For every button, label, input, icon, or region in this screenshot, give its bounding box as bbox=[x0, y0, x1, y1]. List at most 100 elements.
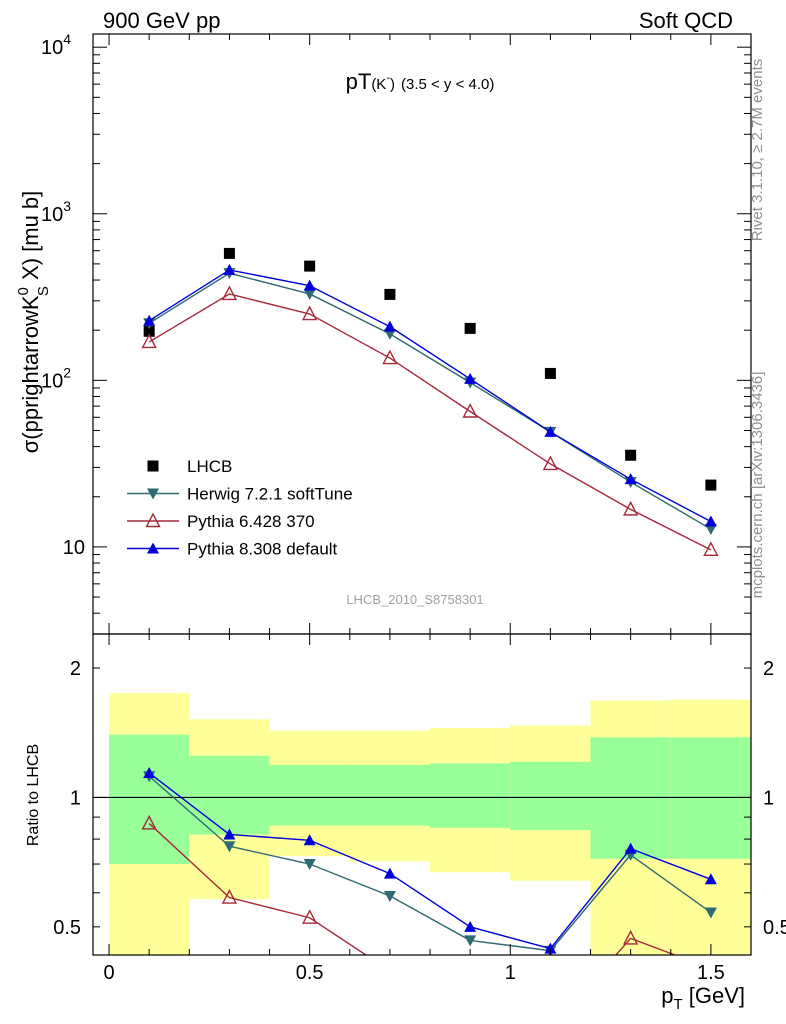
series-3 bbox=[143, 263, 717, 527]
y-tick-label: 10 bbox=[63, 537, 85, 559]
data-point bbox=[223, 828, 236, 840]
x-tick-label: 0 bbox=[103, 962, 114, 984]
legend-marker bbox=[147, 542, 159, 554]
title-close: ) bbox=[390, 76, 395, 93]
x-tick-label: 0.5 bbox=[296, 962, 324, 984]
data-point bbox=[223, 247, 235, 259]
error-band-stat bbox=[109, 734, 190, 865]
series-2 bbox=[141, 285, 719, 557]
y-axis-title-main: σ(pprightarrowK0 S X) [mu b] bbox=[15, 191, 52, 454]
data-point bbox=[143, 314, 156, 326]
data-point bbox=[464, 920, 477, 932]
data-point bbox=[384, 288, 396, 300]
data-point bbox=[223, 841, 236, 853]
legend-entry: LHCB bbox=[147, 457, 232, 476]
data-point bbox=[464, 322, 476, 334]
ratio-y-tick-label: 2 bbox=[70, 658, 81, 680]
data-point bbox=[464, 1003, 477, 1016]
data-point bbox=[302, 305, 318, 321]
data-point bbox=[625, 449, 637, 461]
legend-label: Herwig 7.2.1 softTune bbox=[187, 485, 353, 504]
ratio-frame bbox=[92, 633, 752, 956]
data-point bbox=[382, 349, 398, 365]
error-band-stat bbox=[430, 763, 511, 828]
data-point bbox=[302, 909, 318, 924]
ylabel-main: σ(pprightarrowK bbox=[18, 295, 43, 453]
data-point bbox=[464, 935, 477, 947]
data-point bbox=[542, 455, 559, 471]
title-main: pT bbox=[346, 69, 372, 94]
series-line bbox=[148, 293, 712, 551]
xlabel-main: p bbox=[661, 983, 673, 1008]
data-point bbox=[704, 524, 717, 536]
data-point bbox=[624, 473, 637, 485]
data-point bbox=[464, 372, 477, 384]
ratio-y-tick-label: 0.5 bbox=[53, 917, 81, 939]
data-point bbox=[544, 425, 557, 437]
series-line bbox=[148, 772, 712, 950]
ratio-y-tick-label-right: 0.5 bbox=[763, 917, 786, 939]
main-title: pT(K-) (3.5 < y < 4.0) bbox=[346, 69, 495, 94]
ratio-y-tick-label-right: 2 bbox=[763, 658, 774, 680]
data-point bbox=[303, 859, 316, 871]
main-axes: 10 102 103 104 bbox=[41, 31, 752, 635]
data-point bbox=[704, 515, 717, 527]
y-tick-label: 103 bbox=[41, 198, 71, 226]
ylabel-sub: S bbox=[35, 286, 52, 296]
data-point bbox=[141, 333, 157, 349]
mcplots-label: mcplots.cern.ch [arXiv:1306.3436] bbox=[749, 372, 766, 599]
data-point bbox=[622, 500, 639, 516]
data-point bbox=[383, 867, 396, 879]
data-point bbox=[544, 942, 557, 954]
watermark: LHCB_2010_S8758301 bbox=[346, 592, 483, 607]
x-axis-title: pT [GeV] bbox=[661, 983, 745, 1013]
data-point bbox=[383, 890, 396, 902]
legend-label: Pythia 8.308 default bbox=[187, 540, 338, 559]
error-band-stat bbox=[189, 755, 270, 835]
x-tick-label: 1.5 bbox=[697, 962, 725, 984]
legend-label: Pythia 6.428 370 bbox=[187, 512, 315, 531]
title-range: (3.5 < y < 4.0) bbox=[401, 76, 494, 93]
ratio-series-2 bbox=[143, 766, 717, 954]
title-sub: (K bbox=[371, 76, 386, 93]
legend: LHCB Herwig 7.2.1 softTune Pythia 6.428 37… bbox=[127, 457, 353, 559]
data-point bbox=[141, 814, 157, 830]
y-tick-label: 104 bbox=[41, 31, 71, 59]
series-line bbox=[148, 269, 712, 523]
data-point bbox=[143, 766, 156, 778]
data-point bbox=[544, 367, 556, 379]
series-line bbox=[148, 775, 712, 952]
data-point bbox=[624, 842, 637, 854]
xlabel-tail: [GeV] bbox=[683, 983, 745, 1008]
x-tick-label: 1 bbox=[505, 962, 516, 984]
legend-entry: Pythia 6.428 370 bbox=[127, 512, 315, 531]
ylabel-tail: X) [mu b] bbox=[18, 191, 43, 286]
ratio-series-1 bbox=[141, 814, 677, 1016]
y-axis-title-ratio: Ratio to LHCB bbox=[25, 744, 42, 846]
data-point bbox=[704, 873, 717, 885]
data-point bbox=[704, 907, 717, 919]
legend-marker bbox=[147, 488, 159, 500]
rivet-label: Rivet 3.1.10, ≥ 2.7M events bbox=[749, 59, 766, 242]
legend-marker bbox=[145, 512, 161, 528]
data-point bbox=[383, 964, 396, 977]
ratio-plot-marks bbox=[141, 766, 717, 1016]
legend-entry: Pythia 8.308 default bbox=[127, 540, 338, 559]
error-band-stat bbox=[269, 764, 350, 826]
data-point bbox=[143, 325, 155, 337]
data-point bbox=[303, 279, 316, 291]
ratio-axes: 0 0.5 1 1.5 0.5 0.5 1 1 2 2 bbox=[53, 633, 786, 984]
data-point bbox=[303, 834, 316, 846]
data-point bbox=[221, 889, 238, 904]
series-0 bbox=[143, 247, 717, 491]
data-point bbox=[303, 288, 316, 300]
data-point bbox=[221, 285, 238, 301]
main-plot-marks bbox=[141, 247, 719, 557]
series-line bbox=[148, 272, 712, 530]
ratio-y-tick-label-right: 1 bbox=[763, 787, 774, 809]
error-band-stat bbox=[349, 764, 431, 826]
xlabel-sub: T bbox=[673, 996, 682, 1013]
ratio-bands bbox=[93, 692, 751, 955]
ylabel-sup: 0 bbox=[15, 287, 32, 295]
